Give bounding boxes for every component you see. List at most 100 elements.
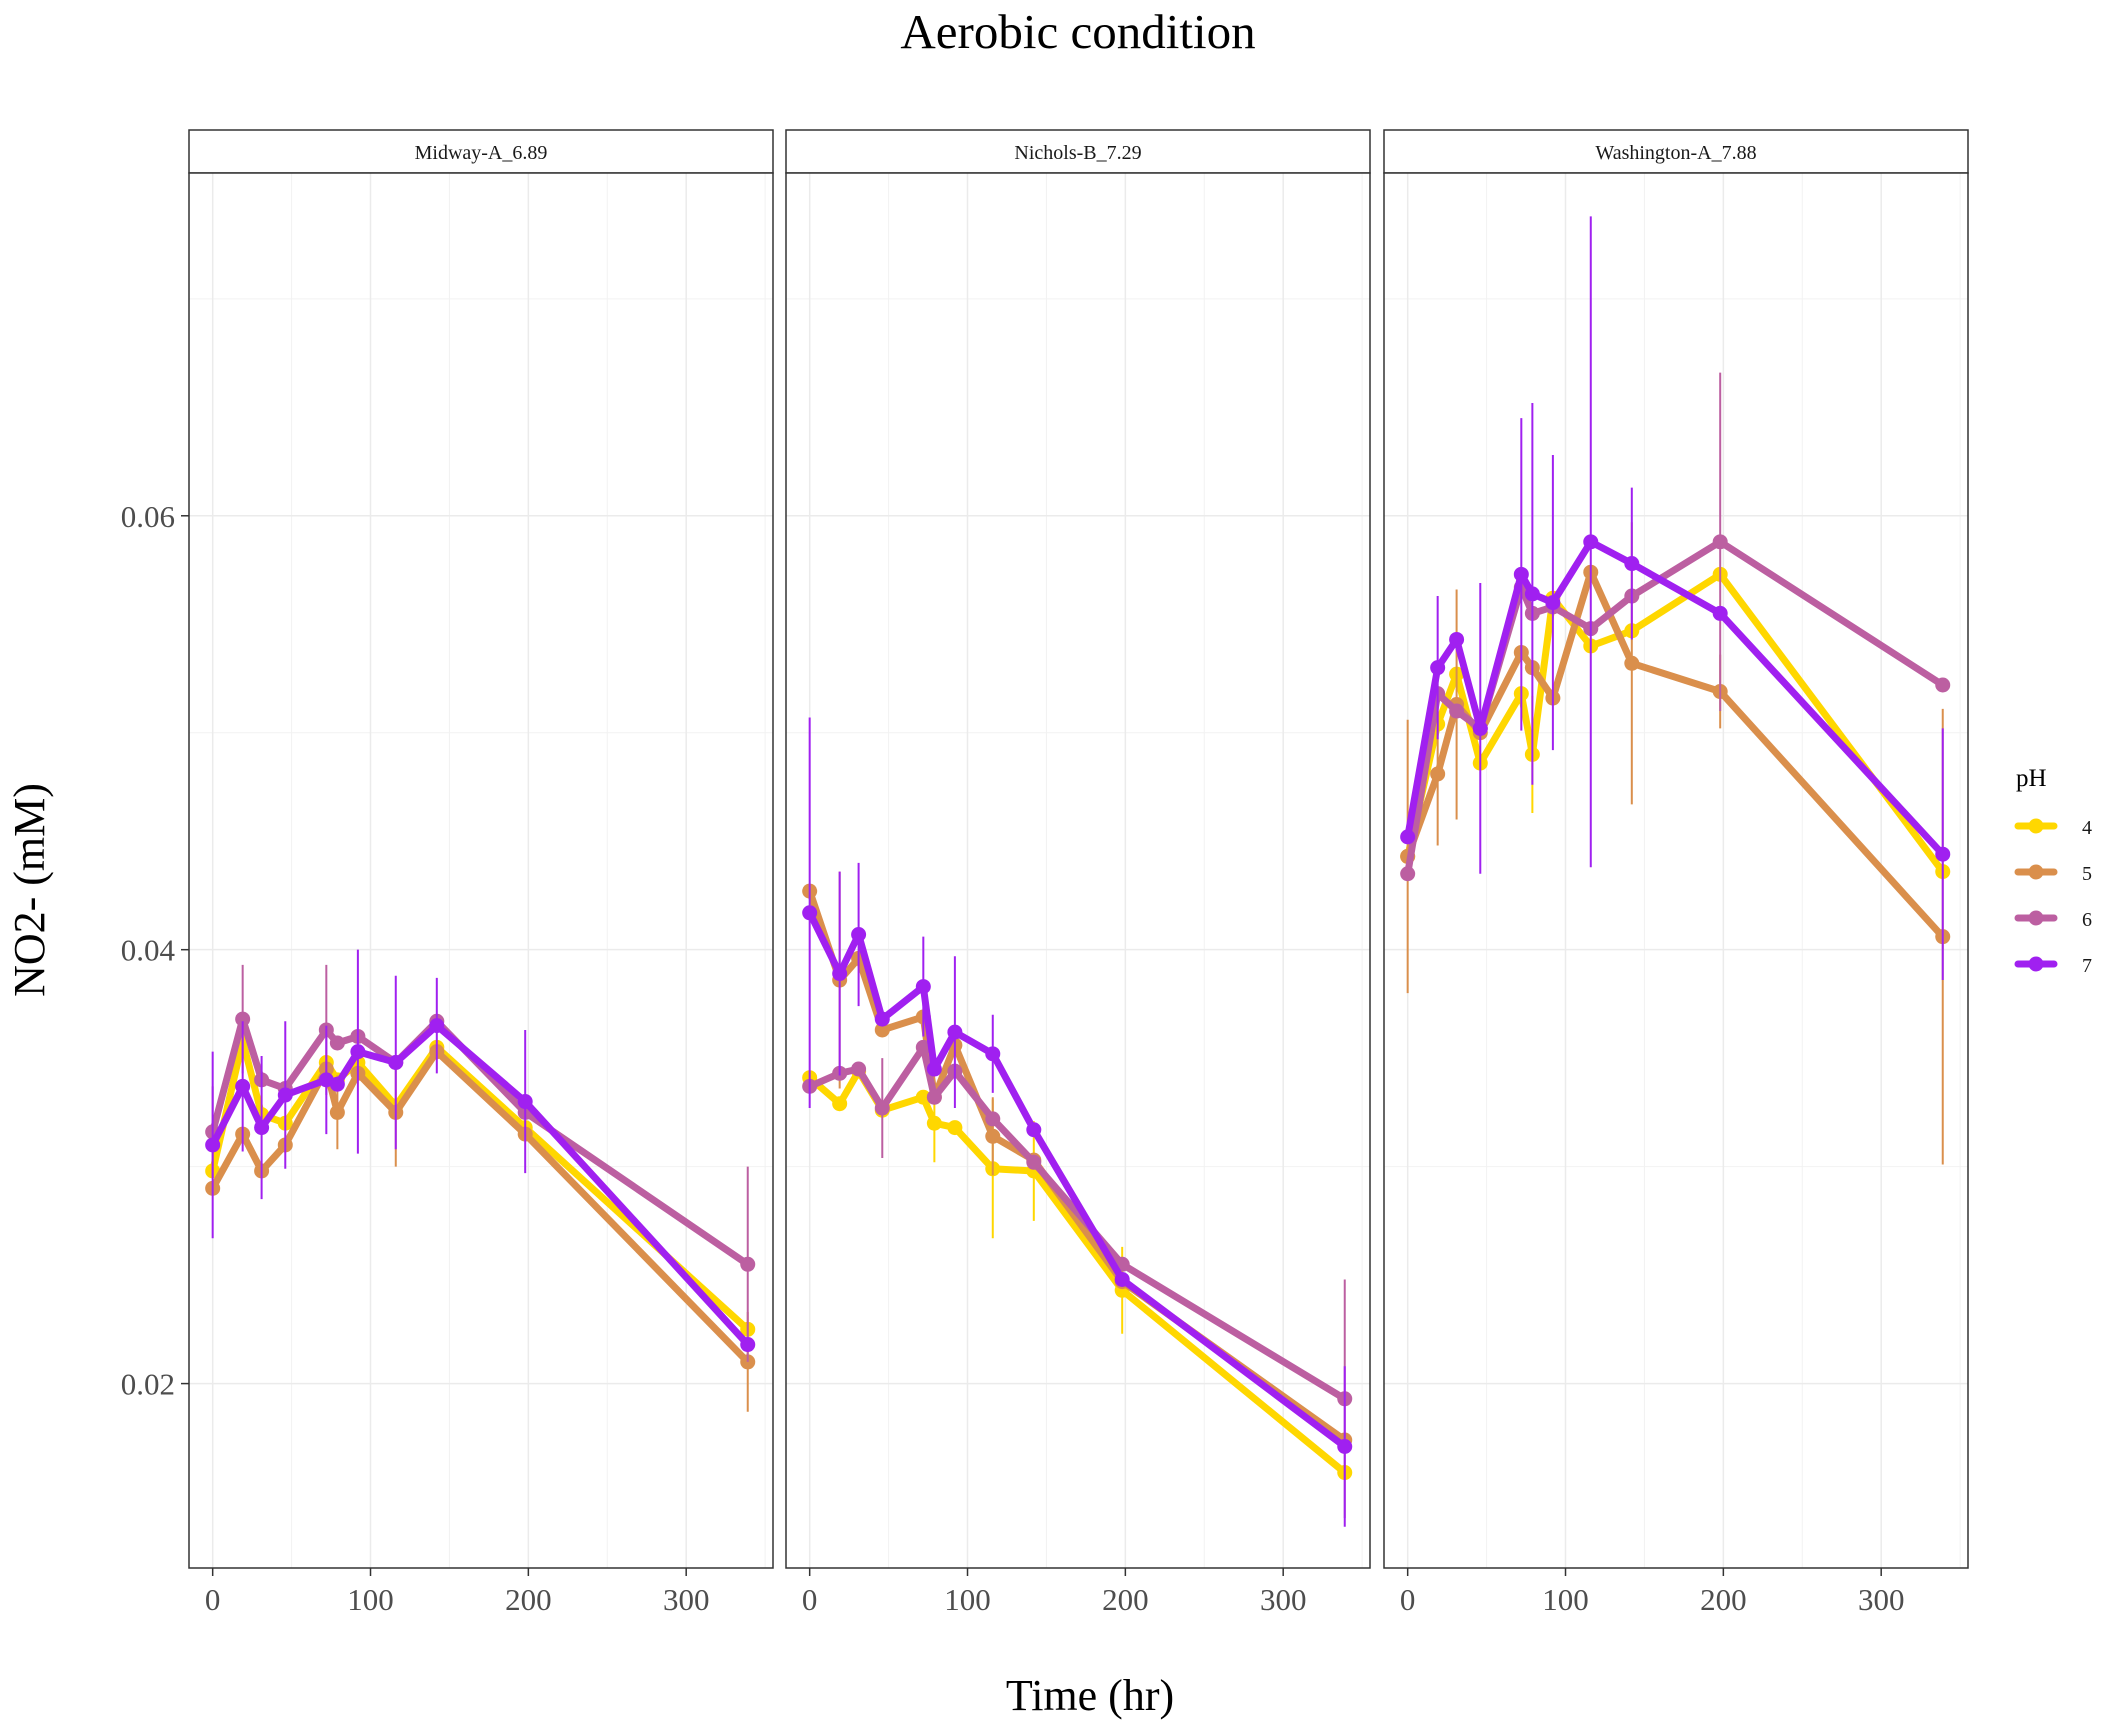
facet-strip [188, 129, 774, 174]
data-point [429, 1018, 445, 1034]
data-point [947, 1120, 963, 1136]
facet-panel: Nichols-B_7.29 0 100 200 300 [785, 129, 1371, 1617]
data-point [205, 1137, 221, 1153]
x-tick-label: 300 [663, 1582, 710, 1617]
data-point [1624, 655, 1640, 671]
data-point [1114, 1271, 1130, 1287]
y-tick-label: 0.04 [121, 933, 176, 968]
data-point [235, 1078, 251, 1094]
data-point [1583, 534, 1599, 550]
data-point [1026, 1154, 1042, 1170]
data-point [915, 979, 931, 995]
data-point [1449, 703, 1465, 719]
data-point [947, 1024, 963, 1040]
facet-strip-label: Midway-A_6.89 [415, 142, 548, 164]
data-point [985, 1111, 1001, 1127]
data-point [926, 1115, 942, 1131]
chart-title: Aerobic condition [900, 4, 1255, 59]
data-point [1935, 846, 1951, 862]
data-point [1545, 595, 1561, 611]
data-point [329, 1104, 345, 1120]
panel-background [786, 173, 1370, 1568]
data-point [915, 1089, 931, 1105]
data-point [915, 1039, 931, 1055]
data-point [985, 1128, 1001, 1144]
data-point [350, 1044, 366, 1060]
data-point [1400, 829, 1416, 845]
data-point [1712, 534, 1728, 550]
legend-item: 7 [2014, 955, 2092, 977]
data-point [1449, 631, 1465, 647]
legend: 4 5 6 7 [2014, 817, 2092, 977]
x-tick-label: 200 [505, 1582, 552, 1617]
data-point [1935, 677, 1951, 693]
data-point [740, 1337, 756, 1353]
facet-panel: Washington-A_7.88 0 100 200 300 [1383, 129, 1969, 1617]
panel-border [1383, 172, 1969, 1569]
data-point [1524, 586, 1540, 602]
x-tick-label: 0 [1400, 1582, 1416, 1617]
data-point [1400, 866, 1416, 882]
data-point [985, 1046, 1001, 1062]
data-point [832, 966, 848, 982]
y-tick-label: 0.06 [121, 499, 175, 534]
legend-label: 7 [2082, 955, 2092, 977]
data-point [1472, 720, 1488, 736]
facet-strip-label: Nichols-B_7.29 [1014, 142, 1141, 164]
x-tick-label: 0 [205, 1582, 221, 1617]
x-tick-label: 300 [1858, 1582, 1905, 1617]
legend-swatch-point [2028, 818, 2044, 834]
legend-item: 4 [2014, 817, 2092, 839]
x-tick-label: 200 [1700, 1582, 1747, 1617]
data-point [1430, 660, 1446, 676]
x-tick-label: 100 [1542, 1582, 1589, 1617]
panel-background [189, 173, 773, 1568]
data-point [517, 1094, 533, 1110]
legend-title: pH [2016, 765, 2047, 792]
data-point [254, 1120, 270, 1136]
data-point [1430, 766, 1446, 782]
x-tick-label: 0 [802, 1582, 818, 1617]
data-point [388, 1055, 404, 1071]
legend-swatch-point [2028, 956, 2044, 972]
legend-item: 5 [2014, 863, 2092, 885]
data-point [329, 1035, 345, 1051]
data-point [1624, 556, 1640, 572]
x-tick-label: 300 [1260, 1582, 1307, 1617]
legend-label: 6 [2082, 909, 2092, 931]
data-point [277, 1087, 293, 1103]
x-axis-title: Time (hr) [1006, 1671, 1174, 1720]
legend-item: 6 [2014, 909, 2092, 931]
facet-strip [1383, 129, 1969, 174]
x-tick-label: 100 [347, 1582, 394, 1617]
facet-strip-label: Washington-A_7.88 [1595, 142, 1756, 164]
y-axis-title: NO2- (mM) [5, 783, 54, 997]
legend-swatch-point [2028, 910, 2044, 926]
series-7 [1400, 216, 1951, 981]
data-point [874, 1100, 890, 1116]
data-point [874, 1022, 890, 1038]
data-point [1712, 605, 1728, 621]
data-point [329, 1076, 345, 1092]
legend-swatch-point [2028, 864, 2044, 880]
series-7 [205, 949, 756, 1353]
panel-background [1384, 173, 1968, 1568]
data-point [802, 905, 818, 921]
data-point [832, 1096, 848, 1112]
data-point [740, 1256, 756, 1272]
data-point [1337, 1439, 1353, 1455]
data-point [874, 1011, 890, 1027]
panel-border [188, 172, 774, 1569]
facet-panels: 0.02 0.04 0.06 Midway-A_6.89 0 100 200 300 Nicho… [121, 129, 1969, 1617]
panel-border [785, 172, 1371, 1569]
data-point [851, 1061, 867, 1077]
data-point [926, 1061, 942, 1077]
legend-label: 5 [2082, 863, 2092, 885]
y-tick-label: 0.02 [121, 1367, 175, 1402]
data-point [851, 927, 867, 943]
legend-label: 4 [2082, 817, 2092, 839]
series-7 [802, 717, 1353, 1527]
data-point [1026, 1122, 1042, 1138]
x-tick-label: 200 [1102, 1582, 1149, 1617]
